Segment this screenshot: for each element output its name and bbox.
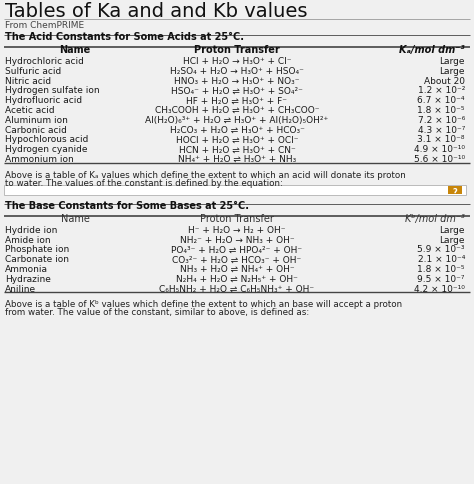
Text: Acetic acid: Acetic acid — [5, 106, 55, 115]
Text: 1.2 × 10⁻²: 1.2 × 10⁻² — [418, 86, 465, 95]
Text: C₆H₅NH₂ + H₂O ⇌ C₆H₅NH₃⁺ + OH⁻: C₆H₅NH₂ + H₂O ⇌ C₆H₅NH₃⁺ + OH⁻ — [159, 284, 315, 293]
Text: H₂SO₄ + H₂O → H₃O⁺ + HSO₄⁻: H₂SO₄ + H₂O → H₃O⁺ + HSO₄⁻ — [170, 67, 304, 76]
Text: Hydrofluoric acid: Hydrofluoric acid — [5, 96, 82, 105]
Text: CH₃COOH + H₂O ⇌ H₃O⁺ + CH₃COO⁻: CH₃COOH + H₂O ⇌ H₃O⁺ + CH₃COO⁻ — [155, 106, 319, 115]
Text: from water. The value of the constant, similar to above, is defined as:: from water. The value of the constant, s… — [5, 308, 309, 317]
Text: HOCl + H₂O ⇌ H₃O⁺ + OCl⁻: HOCl + H₂O ⇌ H₃O⁺ + OCl⁻ — [176, 135, 298, 144]
Text: Aniline: Aniline — [5, 284, 36, 293]
Text: Above is a table of Kᵇ values which define the extent to which an base will acce: Above is a table of Kᵇ values which defi… — [5, 300, 402, 309]
Text: to water. The values of the constant is defined by the equation:: to water. The values of the constant is … — [5, 179, 283, 187]
Text: 9.5 × 10⁻⁷: 9.5 × 10⁻⁷ — [418, 274, 465, 283]
Text: 5.9 × 10⁻³: 5.9 × 10⁻³ — [418, 245, 465, 254]
Text: HNO₃ + H₂O → H₃O⁺ + NO₃⁻: HNO₃ + H₂O → H₃O⁺ + NO₃⁻ — [174, 76, 300, 85]
Text: 2.1 × 10⁻⁴: 2.1 × 10⁻⁴ — [418, 255, 465, 264]
Text: The Acid Constants for Some Acids at 25°C.: The Acid Constants for Some Acids at 25°… — [5, 32, 244, 42]
Text: Large: Large — [439, 226, 465, 234]
Text: Kₐ/mol dm⁻³: Kₐ/mol dm⁻³ — [400, 45, 465, 55]
Text: 1.8 × 10⁻⁵: 1.8 × 10⁻⁵ — [418, 106, 465, 115]
Text: 5.6 × 10⁻¹⁰: 5.6 × 10⁻¹⁰ — [414, 155, 465, 164]
Text: 7.2 × 10⁻⁶: 7.2 × 10⁻⁶ — [418, 116, 465, 124]
Text: HSO₄⁻ + H₂O ⇌ H₃O⁺ + SO₄²⁻: HSO₄⁻ + H₂O ⇌ H₃O⁺ + SO₄²⁻ — [171, 86, 303, 95]
Text: Large: Large — [439, 67, 465, 76]
Text: Nitric acid: Nitric acid — [5, 76, 51, 85]
Text: HF + H₂O ⇌ H₃O⁺ + F⁻: HF + H₂O ⇌ H₃O⁺ + F⁻ — [186, 96, 288, 105]
Text: Hydrogen cyanide: Hydrogen cyanide — [5, 145, 88, 154]
Text: Hydrazine: Hydrazine — [5, 274, 51, 283]
Text: From ChemPRIME: From ChemPRIME — [5, 21, 84, 30]
Text: Hypochlorous acid: Hypochlorous acid — [5, 135, 88, 144]
Text: Large: Large — [439, 235, 465, 244]
Text: HCl + H₂O → H₃O⁺ + Cl⁻: HCl + H₂O → H₃O⁺ + Cl⁻ — [183, 57, 291, 66]
Text: Ammonia: Ammonia — [5, 264, 48, 273]
Text: ?: ? — [453, 188, 457, 197]
Text: Kᵇ/mol dm⁻³: Kᵇ/mol dm⁻³ — [405, 213, 465, 223]
Text: 6.7 × 10⁻⁴: 6.7 × 10⁻⁴ — [418, 96, 465, 105]
Text: Amide ion: Amide ion — [5, 235, 51, 244]
Text: 1.8 × 10⁻⁵: 1.8 × 10⁻⁵ — [418, 264, 465, 273]
Bar — [4, 185, 466, 196]
Text: PO₄³⁻ + H₂O ⇌ HPO₄²⁻ + OH⁻: PO₄³⁻ + H₂O ⇌ HPO₄²⁻ + OH⁻ — [172, 245, 302, 254]
Text: NH₄⁺ + H₂O ⇌ H₃O⁺ + NH₃: NH₄⁺ + H₂O ⇌ H₃O⁺ + NH₃ — [178, 155, 296, 164]
Text: Phosphate ion: Phosphate ion — [5, 245, 69, 254]
Text: Al(H₂O)₆³⁺ + H₂O ⇌ H₃O⁺ + Al(H₂O)₅OH²⁺: Al(H₂O)₆³⁺ + H₂O ⇌ H₃O⁺ + Al(H₂O)₅OH²⁺ — [146, 116, 328, 124]
Text: NH₃ + H₂O ⇌ NH₄⁺ + OH⁻: NH₃ + H₂O ⇌ NH₄⁺ + OH⁻ — [180, 264, 294, 273]
Text: About 20: About 20 — [424, 76, 465, 85]
Text: HCN + H₂O ⇌ H₃O⁺ + CN⁻: HCN + H₂O ⇌ H₃O⁺ + CN⁻ — [179, 145, 295, 154]
Text: 4.2 × 10⁻¹⁰: 4.2 × 10⁻¹⁰ — [414, 284, 465, 293]
Text: Carbonic acid: Carbonic acid — [5, 125, 67, 135]
Text: H⁻ + H₂O → H₂ + OH⁻: H⁻ + H₂O → H₂ + OH⁻ — [188, 226, 286, 234]
Text: Sulfuric acid: Sulfuric acid — [5, 67, 61, 76]
Text: H₂CO₃ + H₂O ⇌ H₃O⁺ + HCO₃⁻: H₂CO₃ + H₂O ⇌ H₃O⁺ + HCO₃⁻ — [170, 125, 304, 135]
Text: Large: Large — [439, 57, 465, 66]
Text: Hydride ion: Hydride ion — [5, 226, 57, 234]
Text: Aluminum ion: Aluminum ion — [5, 116, 68, 124]
Text: Above is a table of Kₐ values which define the extent to which an acid will dona: Above is a table of Kₐ values which defi… — [5, 170, 406, 180]
Text: Ammonium ion: Ammonium ion — [5, 155, 74, 164]
Text: Hydrochloric acid: Hydrochloric acid — [5, 57, 84, 66]
Text: NH₂⁻ + H₂O → NH₃ + OH⁻: NH₂⁻ + H₂O → NH₃ + OH⁻ — [180, 235, 294, 244]
Text: Tables of Ka and and Kb values: Tables of Ka and and Kb values — [5, 2, 308, 21]
Text: 4.3 × 10⁻⁷: 4.3 × 10⁻⁷ — [418, 125, 465, 135]
Text: Proton Transfer: Proton Transfer — [200, 213, 274, 223]
Text: N₂H₄ + H₂O ⇌ N₂H₅⁺ + OH⁻: N₂H₄ + H₂O ⇌ N₂H₅⁺ + OH⁻ — [176, 274, 298, 283]
Text: Proton Transfer: Proton Transfer — [194, 45, 280, 55]
Text: The Base Constants for Some Bases at 25°C.: The Base Constants for Some Bases at 25°… — [5, 200, 249, 211]
Text: Hydrogen sulfate ion: Hydrogen sulfate ion — [5, 86, 100, 95]
Text: Name: Name — [61, 213, 90, 223]
Text: Carbonate ion: Carbonate ion — [5, 255, 69, 264]
Text: 4.9 × 10⁻¹⁰: 4.9 × 10⁻¹⁰ — [414, 145, 465, 154]
Text: Name: Name — [59, 45, 91, 55]
Text: 3.1 × 10⁻⁸: 3.1 × 10⁻⁸ — [418, 135, 465, 144]
Text: CO₃²⁻ + H₂O ⇌ HCO₃⁻ + OH⁻: CO₃²⁻ + H₂O ⇌ HCO₃⁻ + OH⁻ — [173, 255, 301, 264]
Bar — [448, 186, 462, 195]
